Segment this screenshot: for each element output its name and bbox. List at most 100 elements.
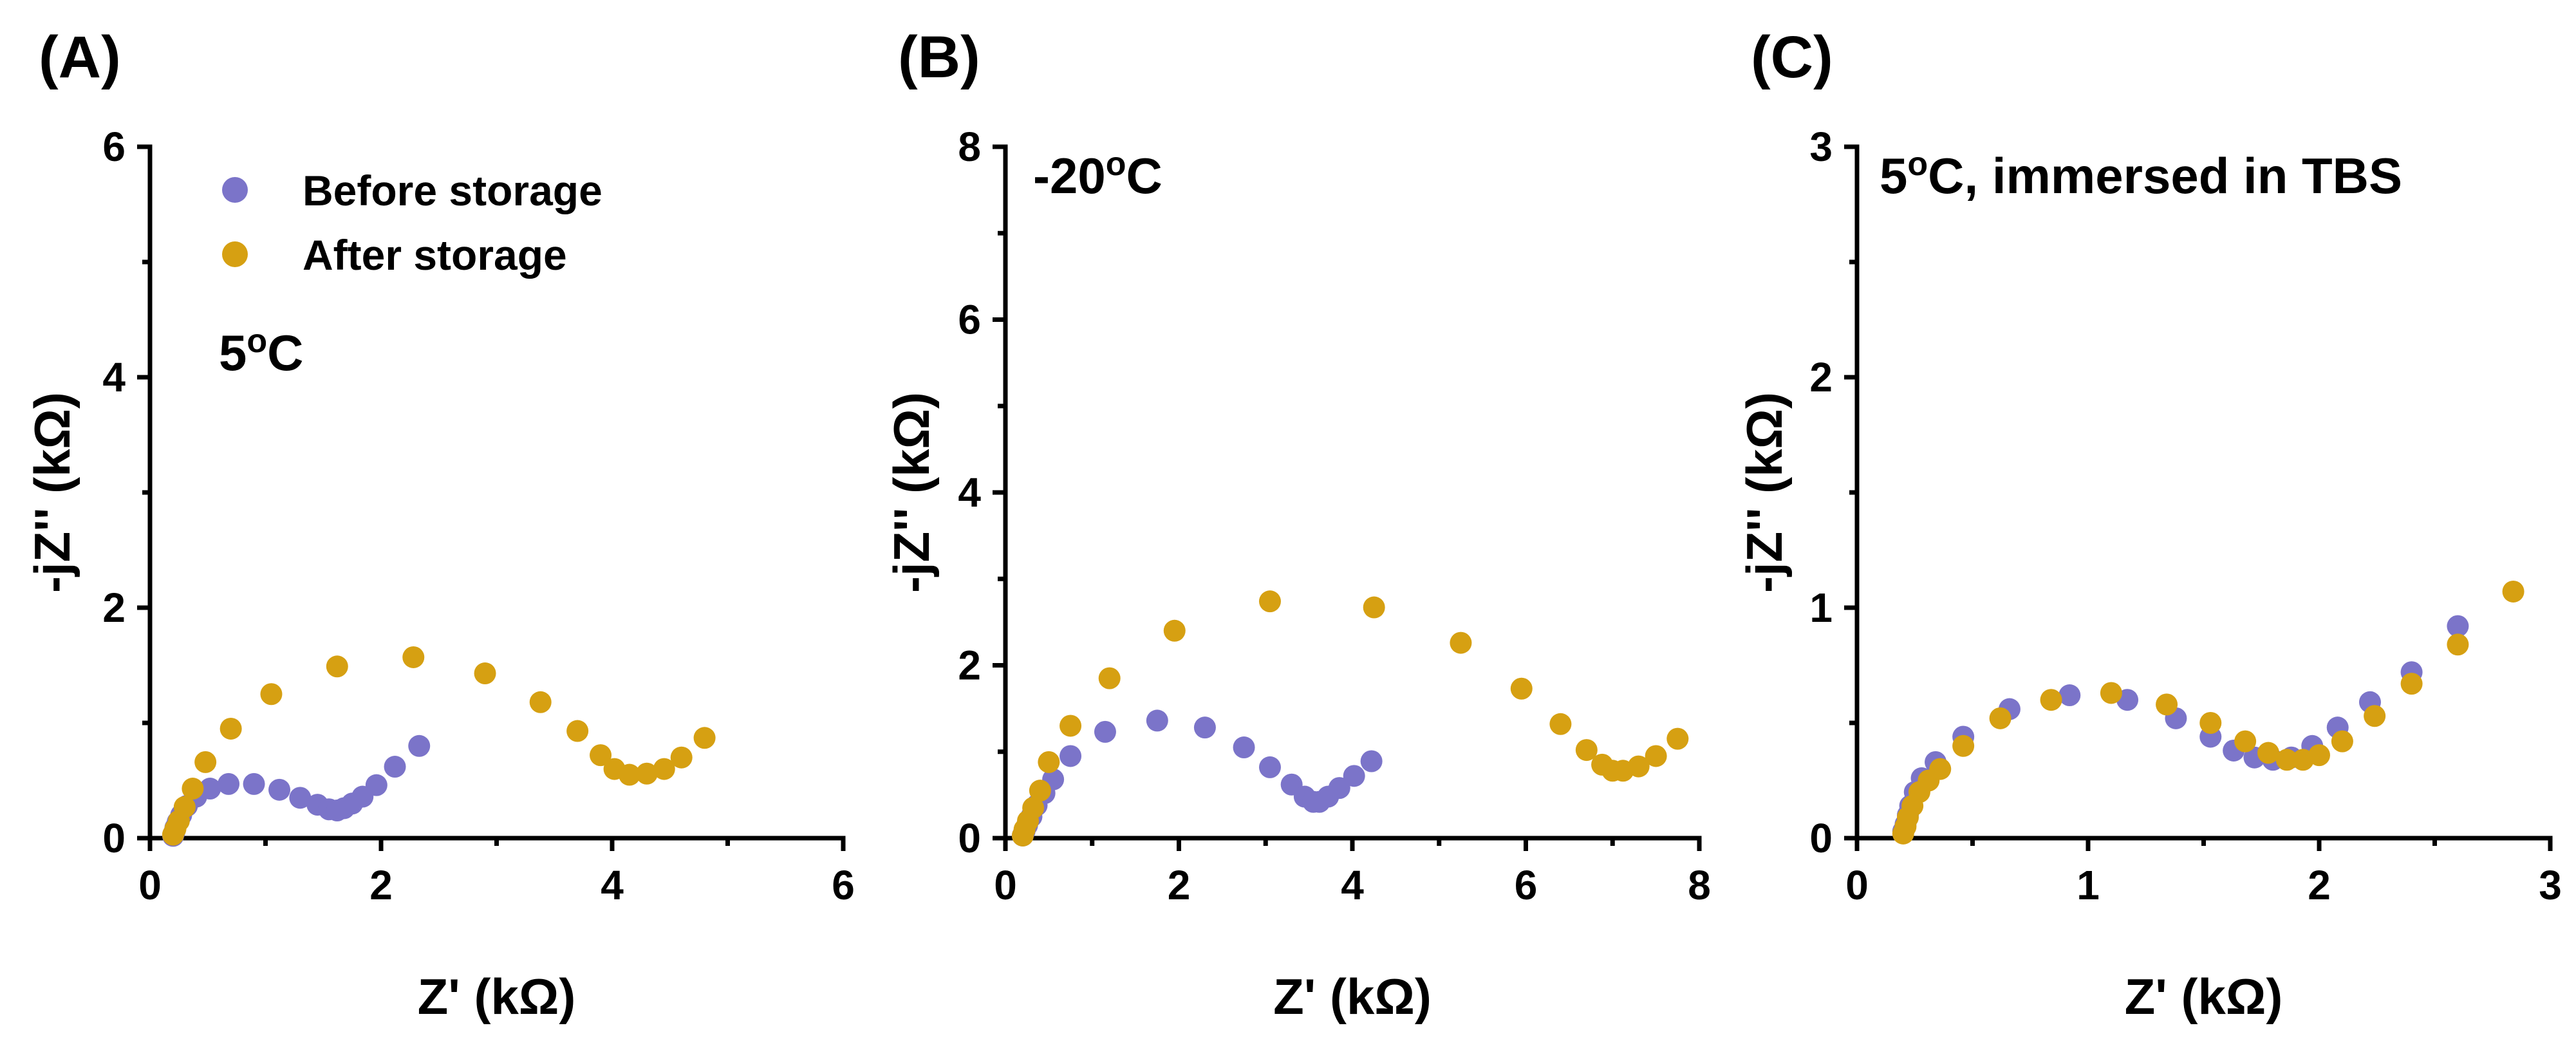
data-point-before	[268, 778, 291, 801]
data-point-after	[590, 744, 612, 767]
data-point-after	[1666, 727, 1689, 750]
data-point-after	[2275, 749, 2298, 771]
data-point-after	[2234, 730, 2257, 753]
y-tick-label: 6	[958, 297, 981, 343]
x-tick-label: 2	[369, 862, 393, 908]
data-point-after	[1038, 751, 1060, 773]
y-tick-label: 2	[958, 642, 981, 689]
x-tick-label: 6	[832, 862, 855, 908]
x-axis-title: Z' (kΩ)	[2125, 968, 2283, 1025]
y-tick-label: 6	[102, 124, 126, 170]
data-point-after	[1627, 755, 1650, 778]
y-tick-label: 4	[102, 354, 126, 400]
data-point-after	[2040, 689, 2062, 711]
data-point-before	[243, 772, 265, 795]
data-point-after	[1258, 590, 1281, 613]
y-tick-label: 2	[1809, 354, 1833, 400]
data-point-after	[2447, 633, 2469, 656]
data-point-after	[2257, 742, 2280, 764]
y-tick-label: 0	[102, 815, 126, 861]
data-point-after	[1059, 715, 1082, 737]
data-point-after	[693, 727, 716, 749]
chart-panel-2: (B) 0 2 4 6 8 0 2 4 6 8 Z' (kΩ) -jZ'' (kΩ) -20oC	[883, 24, 1711, 1025]
series-after	[1892, 580, 2525, 845]
data-point-before	[408, 735, 431, 757]
y-tick-label: 1	[1809, 585, 1833, 631]
panel-label: (B)	[898, 24, 980, 90]
x-tick-label: 0	[1845, 862, 1869, 908]
data-point-after	[2156, 693, 2178, 716]
data-point-after	[1098, 667, 1121, 689]
legend: Before storage After storage	[222, 167, 602, 279]
chart-panel-3: (C) 0 1 2 3 0 1 2 3 Z' (kΩ) -jZ'' (kΩ) 5oC, immerse…	[1736, 24, 2562, 1025]
x-tick-label: 3	[2539, 862, 2562, 908]
data-point-after	[402, 646, 425, 668]
x-tick-label: 4	[1341, 862, 1364, 908]
data-point-after	[1510, 677, 1533, 700]
series-before	[1892, 615, 2469, 843]
data-point-after	[2331, 730, 2353, 753]
data-point-after	[1952, 735, 1975, 757]
data-point-before	[1360, 750, 1383, 772]
y-axis-title: -jZ'' (kΩ)	[24, 392, 80, 593]
y-tick-label: 0	[1809, 815, 1833, 861]
series-after	[1011, 590, 1689, 847]
data-point-after	[173, 796, 196, 818]
y-tick-label: 8	[958, 124, 981, 170]
data-point-before	[1233, 736, 1255, 759]
y-axis-title: -jZ'' (kΩ)	[883, 392, 940, 593]
data-point-before	[289, 787, 312, 809]
data-point-before	[1146, 709, 1168, 732]
data-point-before	[199, 778, 221, 800]
x-tick-label: 0	[994, 862, 1017, 908]
data-point-before	[1094, 720, 1116, 743]
data-point-after	[1549, 713, 1572, 735]
data-point-after	[635, 762, 658, 785]
legend-marker-after	[222, 241, 248, 267]
data-point-after	[260, 683, 283, 706]
data-point-after	[566, 720, 589, 742]
y-tick-label: 0	[958, 815, 981, 861]
chart-panel-1: (A) 0 2 4 6 0 2 4 6 Z' (kΩ) -jZ'' (kΩ) 5oC Before st…	[24, 24, 855, 1025]
y-tick-label: 2	[102, 585, 126, 631]
data-point-after	[653, 758, 675, 780]
data-point-before	[1258, 756, 1281, 778]
series-after	[162, 646, 716, 846]
data-point-after	[1929, 758, 1952, 780]
data-point-after	[2199, 712, 2222, 734]
data-point-before	[365, 774, 387, 796]
x-axis-title: Z' (kΩ)	[418, 968, 576, 1025]
panel-annotation: 5oC, immersed in TBS	[1880, 145, 2402, 204]
x-tick-label: 8	[1688, 862, 1711, 908]
panel-label: (C)	[1751, 24, 1833, 90]
x-tick-label: 0	[138, 862, 162, 908]
data-point-after	[1989, 707, 2011, 729]
data-point-after	[670, 746, 693, 769]
data-point-after	[219, 717, 242, 740]
data-point-after	[474, 662, 496, 685]
data-point-after	[1575, 739, 1598, 762]
data-point-before	[2058, 684, 2081, 707]
data-point-after	[2364, 705, 2386, 727]
data-point-before	[1059, 745, 1082, 767]
y-axis-title: -jZ'' (kΩ)	[1736, 392, 1793, 593]
data-point-after	[194, 751, 217, 773]
data-point-after	[618, 763, 640, 786]
data-point-before	[218, 772, 240, 795]
data-point-after	[1163, 619, 1186, 642]
x-axis-title: Z' (kΩ)	[1273, 968, 1432, 1025]
data-point-before	[2447, 615, 2469, 637]
legend-marker-before	[222, 177, 248, 203]
data-point-after	[1450, 632, 1472, 654]
panel-annotation: -20oC	[1033, 145, 1162, 204]
x-tick-label: 2	[1168, 862, 1191, 908]
data-point-after	[2100, 682, 2122, 704]
data-point-before	[1328, 777, 1350, 800]
data-point-after	[529, 691, 552, 713]
data-point-before	[1343, 765, 1365, 787]
data-point-after	[2308, 744, 2330, 767]
legend-label-after: After storage	[303, 231, 567, 279]
x-tick-label: 2	[2308, 862, 2331, 908]
panel-label: (A)	[39, 24, 121, 90]
